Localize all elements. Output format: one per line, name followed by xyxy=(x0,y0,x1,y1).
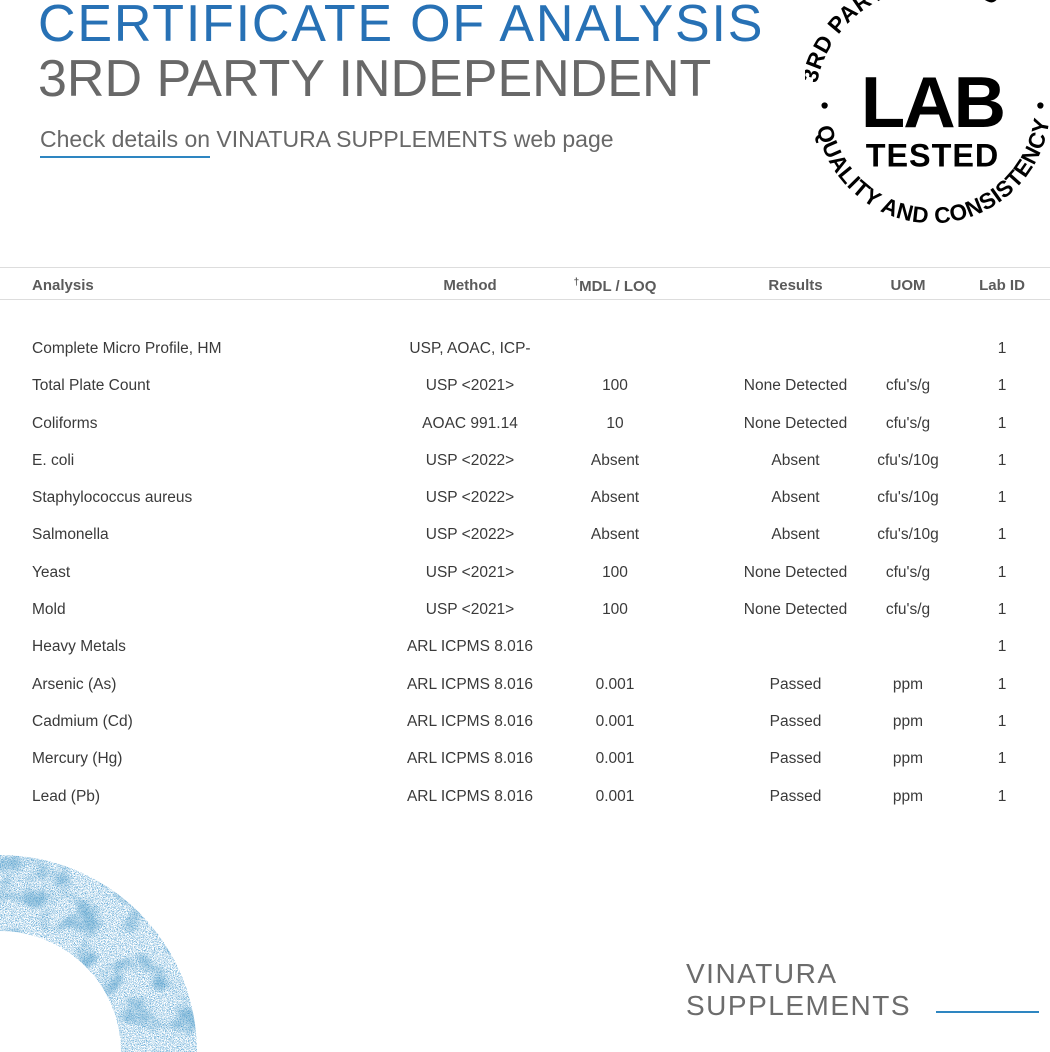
svg-text:TESTED: TESTED xyxy=(866,137,1000,173)
svg-text:LAB: LAB xyxy=(861,62,1004,143)
